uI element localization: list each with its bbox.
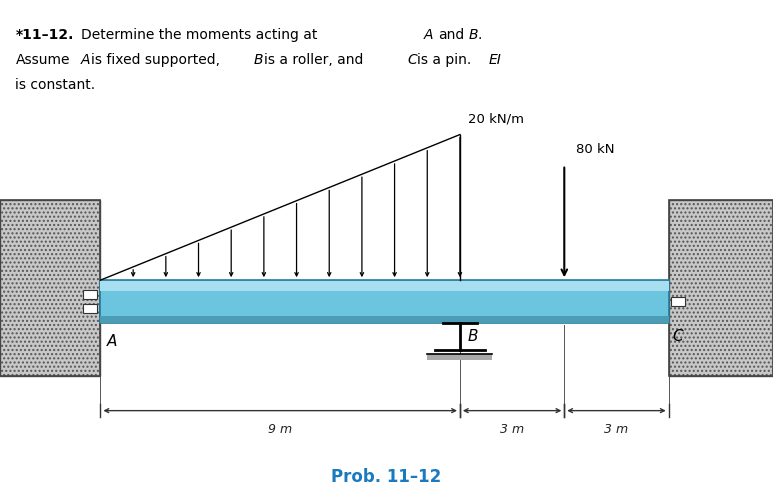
Text: 3 m: 3 m (604, 422, 628, 435)
Bar (669, 200, 773, 376)
Bar (427, 355, 492, 361)
Text: and: and (438, 28, 465, 42)
Text: *11–12.: *11–12. (15, 28, 74, 42)
Text: Determine the moments acting at: Determine the moments acting at (81, 28, 318, 42)
Text: B: B (468, 328, 478, 343)
Bar (671, 297, 685, 306)
Text: Prob. 11–12: Prob. 11–12 (332, 467, 441, 485)
Bar (0, 200, 100, 376)
Text: is a pin.: is a pin. (417, 53, 472, 67)
Text: is constant.: is constant. (15, 78, 96, 92)
Text: A: A (107, 333, 117, 348)
Text: is fixed supported,: is fixed supported, (91, 53, 220, 67)
Text: B: B (254, 53, 263, 67)
Text: EI: EI (489, 53, 502, 67)
Text: is a roller, and: is a roller, and (264, 53, 363, 67)
Text: 9 m: 9 m (268, 422, 292, 435)
Text: .: . (478, 28, 482, 42)
Bar (83, 305, 97, 314)
Text: C: C (673, 328, 683, 343)
Bar (100, 282, 669, 291)
Text: A: A (424, 28, 433, 42)
Text: B: B (468, 28, 478, 42)
Text: Assume: Assume (15, 53, 70, 67)
Text: 80 kN: 80 kN (576, 142, 615, 155)
Bar (100, 317, 669, 323)
Bar (100, 281, 669, 323)
Text: C: C (407, 53, 417, 67)
Text: 3 m: 3 m (500, 422, 524, 435)
Bar (0, 200, 100, 376)
Bar (669, 200, 773, 376)
Bar (83, 291, 97, 300)
Text: 20 kN/m: 20 kN/m (468, 112, 523, 125)
Text: A: A (81, 53, 90, 67)
